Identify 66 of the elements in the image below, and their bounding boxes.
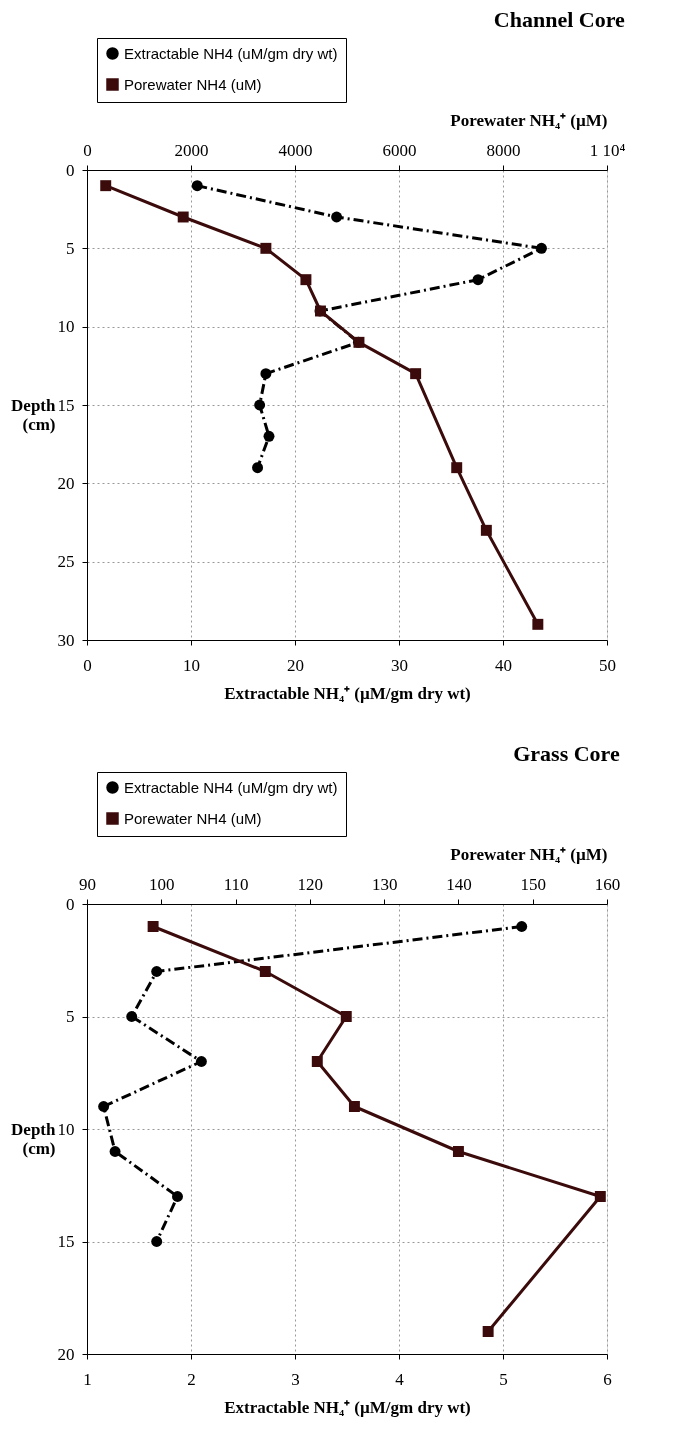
y-tick-label: 5 — [66, 1007, 75, 1026]
y-tick-label: 0 — [66, 894, 75, 914]
point — [191, 180, 203, 192]
y-axis-title: Depth (cm) — [11, 1119, 57, 1158]
legend-label: Extractable NH4 (uM/gm dry wt) — [124, 778, 338, 796]
y-tick-label: 30 — [57, 630, 75, 650]
point — [151, 1236, 163, 1247]
y-tick-label: 15 — [57, 395, 75, 415]
point — [536, 242, 547, 254]
point — [109, 1146, 121, 1157]
chart-title: Grass Core — [513, 740, 620, 766]
point — [516, 921, 528, 932]
x-tick-label: 40 — [495, 655, 512, 675]
x2-tick-label: 2000 — [174, 140, 209, 160]
x-tick-label: 6 — [603, 1369, 612, 1389]
y-tick-label: 10 — [57, 1119, 75, 1139]
point — [151, 966, 163, 977]
point — [260, 368, 272, 380]
point — [98, 1101, 110, 1112]
x-axis-title: Extractable NH₄⁺ (µM/gm dry wt) — [224, 1397, 471, 1417]
x2-tick-label: 100 — [149, 874, 175, 894]
x-tick-label: 2 — [187, 1369, 196, 1389]
x2-axis-title: Porewater NH₄⁺ (µM) — [450, 844, 608, 864]
point — [331, 211, 343, 223]
x2-tick-label: 150 — [520, 874, 546, 894]
point — [472, 274, 484, 286]
x2-tick-label: 160 — [594, 874, 621, 894]
x-tick-label: 30 — [391, 655, 408, 675]
x2-tick-label: 130 — [371, 874, 398, 894]
legend-label: Porewater NH4 (uM) — [124, 809, 262, 827]
point — [263, 430, 275, 442]
point — [252, 462, 264, 474]
x-tick-label: 5 — [499, 1369, 508, 1389]
x2-axis-title: Porewater NH₄⁺ (µM) — [450, 110, 608, 130]
point — [195, 1056, 207, 1067]
legend-label: Porewater NH4 (uM) — [124, 75, 262, 93]
x2-tick-label: 120 — [297, 874, 324, 894]
y-tick-label: 10 — [57, 317, 75, 337]
y-tick-label: 5 — [66, 238, 75, 258]
x-axis-title: Extractable NH₄⁺ (µM/gm dry wt) — [224, 683, 471, 703]
x2-tick-label: 0 — [83, 140, 92, 160]
x-tick-label: 4 — [395, 1369, 405, 1389]
x2-tick-label: 90 — [79, 874, 96, 894]
point — [126, 1011, 138, 1022]
point — [172, 1191, 183, 1202]
y-tick-label: 25 — [57, 552, 75, 572]
x2-tick-label: 8000 — [486, 140, 521, 160]
point — [254, 399, 266, 411]
x2-tick-label: 6000 — [382, 140, 417, 160]
x-tick-label: 1 — [83, 1369, 92, 1389]
chart-title: Channel Core — [493, 6, 626, 32]
legend-label: Extractable NH4 (uM/gm dry wt) — [124, 44, 338, 62]
y-tick-label: 15 — [57, 1232, 75, 1251]
x-tick-label: 20 — [287, 655, 304, 675]
x-tick-label: 50 — [599, 655, 616, 675]
x2-tick-label: 110 — [223, 874, 249, 894]
x2-tick-label: 140 — [446, 874, 472, 894]
y-tick-label: 20 — [57, 1344, 75, 1364]
x-tick-label: 0 — [83, 655, 92, 675]
y-axis-title: Depth (cm) — [11, 395, 57, 434]
x-tick-label: 10 — [183, 655, 200, 675]
y-tick-label: 20 — [57, 473, 75, 493]
y-tick-label: 0 — [66, 160, 75, 180]
x2-tick-label: 1 10⁴ — [589, 140, 626, 160]
x-tick-label: 3 — [291, 1369, 300, 1389]
x2-tick-label: 4000 — [278, 140, 313, 160]
